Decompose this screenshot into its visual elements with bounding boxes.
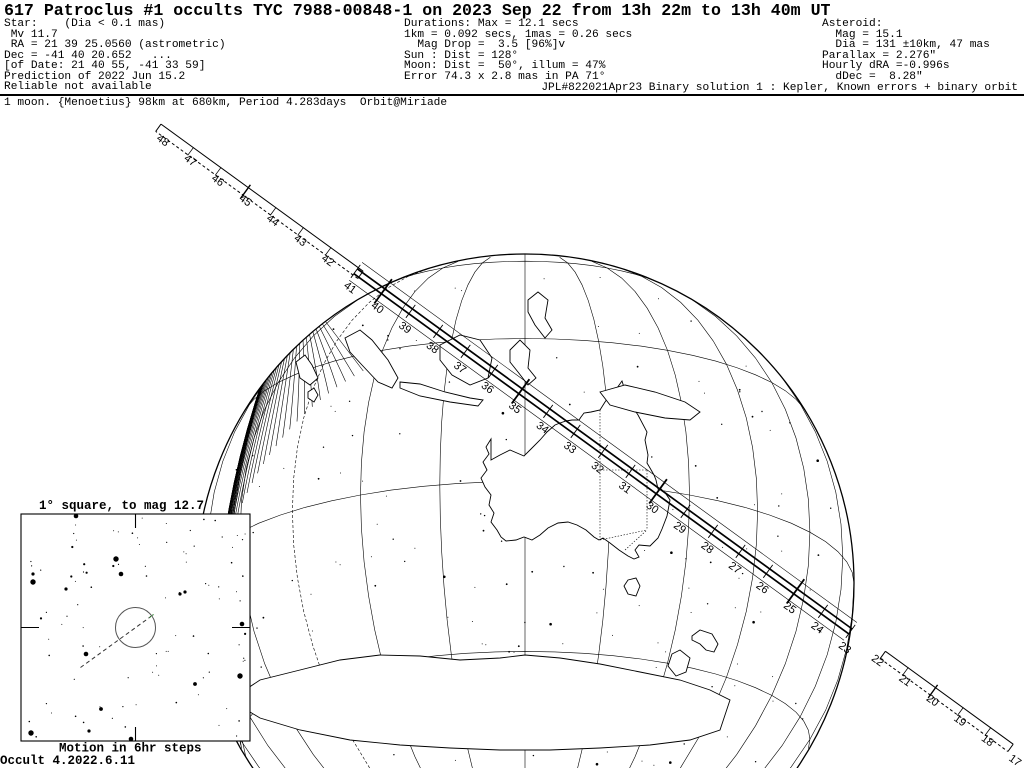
svg-text:17: 17 (1006, 752, 1023, 768)
svg-text:44: 44 (264, 212, 281, 229)
svg-text:1° square, to mag 12.7: 1° square, to mag 12.7 (39, 499, 204, 513)
svg-text:19: 19 (951, 712, 968, 729)
svg-text:48: 48 (154, 132, 171, 149)
svg-text:45: 45 (237, 192, 254, 209)
svg-text:43: 43 (292, 232, 309, 249)
svg-text:Occult 4.2022.6.11: Occult 4.2022.6.11 (0, 754, 135, 768)
svg-text:18: 18 (979, 732, 996, 749)
svg-text:41: 41 (341, 280, 358, 297)
svg-text:20: 20 (924, 692, 941, 709)
svg-text:21: 21 (896, 672, 913, 689)
svg-text:42: 42 (319, 252, 336, 269)
svg-text:47: 47 (182, 152, 199, 169)
svg-text:46: 46 (209, 172, 226, 189)
